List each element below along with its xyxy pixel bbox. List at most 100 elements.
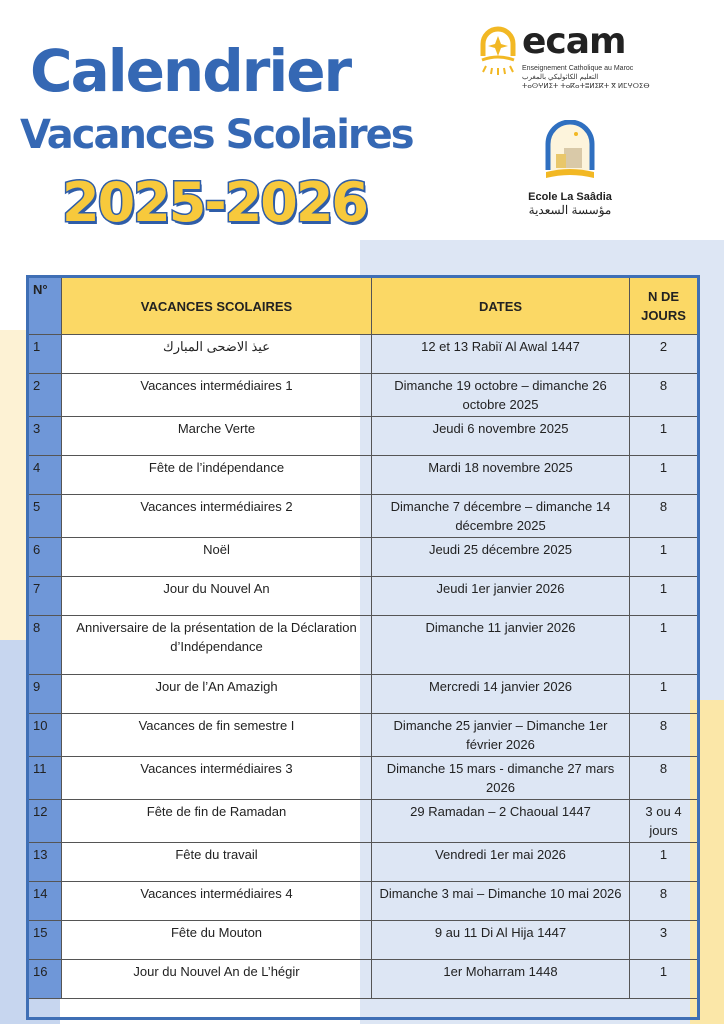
table-row: 4 Fête de l’indépendance Mardi 18 novembre… xyxy=(27,455,699,495)
row-number: 6 xyxy=(27,537,62,577)
table-row: 2 Vacances intermédiaires 1 Dimanche 19 oc… xyxy=(27,373,699,417)
holiday-days: 8 xyxy=(629,756,699,800)
row-number: 14 xyxy=(27,881,62,921)
row-number: 11 xyxy=(27,756,62,800)
holiday-dates: Jeudi 1er janvier 2026 xyxy=(371,576,630,616)
table-row: 16 Jour du Nouvel An de L’hégir 1er Moharr… xyxy=(27,959,699,999)
table-row: 8 Anniversaire de la présentation de la D… xyxy=(27,615,699,675)
holiday-name: Jour du Nouvel An xyxy=(61,576,372,616)
holiday-dates: Dimanche 11 janvier 2026 xyxy=(371,615,630,675)
school-name: Ecole La Saâdia xyxy=(528,191,612,203)
holiday-name: Jour du Nouvel An de L’hégir xyxy=(61,959,372,999)
row-number: 5 xyxy=(27,494,62,538)
holiday-dates: Mercredi 14 janvier 2026 xyxy=(371,674,630,714)
school-name-arabic: مؤسسة السعدية xyxy=(528,203,612,217)
school-logo: Ecole La Saâdia مؤسسة السعدية xyxy=(510,119,630,217)
header-number: N° xyxy=(27,276,62,335)
table-row: 1 عيذ الاضحى المبارك 12 et 13 Rabiï Al Awa… xyxy=(27,334,699,374)
holiday-days: 3 ou 4 jours xyxy=(629,799,699,843)
table-header-row: N° VACANCES SCOLAIRES DATES N DE JOURS xyxy=(27,276,699,335)
holiday-name: Fête du Mouton xyxy=(61,920,372,960)
row-number: 1 xyxy=(27,334,62,374)
holiday-name: Vacances intermédiaires 3 xyxy=(61,756,372,800)
holiday-dates: 1er Moharram 1448 xyxy=(371,959,630,999)
holiday-name: Vacances intermédiaires 2 xyxy=(61,494,372,538)
holiday-dates: Dimanche 25 janvier – Dimanche 1er févri… xyxy=(371,713,630,757)
table-row: 9 Jour de l’An Amazigh Mercredi 14 janvier… xyxy=(27,674,699,714)
holiday-name: Marche Verte xyxy=(61,416,372,456)
row-number: 7 xyxy=(27,576,62,616)
holiday-days: 8 xyxy=(629,373,699,417)
holiday-dates: Jeudi 25 décembre 2025 xyxy=(371,537,630,577)
table-row: 11 Vacances intermédiaires 3 Dimanche 15 m… xyxy=(27,756,699,800)
holiday-name: Vacances intermédiaires 1 xyxy=(61,373,372,417)
holiday-dates: 29 Ramadan – 2 Chaoual 1447 xyxy=(371,799,630,843)
holiday-days: 8 xyxy=(629,881,699,921)
ecam-tagline-fr: Enseignement Catholique au Maroc xyxy=(522,65,634,72)
holiday-days: 1 xyxy=(629,959,699,999)
table-row: 10 Vacances de fin semestre I Dimanche 25 … xyxy=(27,713,699,757)
row-number: 8 xyxy=(27,615,62,675)
holiday-dates: Mardi 18 novembre 2025 xyxy=(371,455,630,495)
holiday-name: Vacances de fin semestre I xyxy=(61,713,372,757)
table-footer-space xyxy=(28,999,699,1019)
holiday-dates: Dimanche 15 mars - dimanche 27 mars 2026 xyxy=(371,756,630,800)
header-holiday: VACANCES SCOLAIRES xyxy=(61,276,372,335)
title-year: 2025-2026 xyxy=(61,170,371,235)
title-line2: Vacances Scolaires xyxy=(20,112,415,158)
holiday-dates: Dimanche 3 mai – Dimanche 10 mai 2026 xyxy=(371,881,630,921)
row-number: 3 xyxy=(27,416,62,456)
table-row: 14 Vacances intermédiaires 4 Dimanche 3 ma… xyxy=(27,881,699,921)
holiday-name: Fête du travail xyxy=(61,842,372,882)
holiday-days: 1 xyxy=(629,416,699,456)
holiday-name: Anniversaire de la présentation de la Dé… xyxy=(61,615,372,675)
holiday-days: 1 xyxy=(629,842,699,882)
row-number: 13 xyxy=(27,842,62,882)
row-number: 10 xyxy=(27,713,62,757)
table-row: 15 Fête du Mouton 9 au 11 Di Al Hija 1447 3 xyxy=(27,920,699,960)
holiday-dates: Jeudi 6 novembre 2025 xyxy=(371,416,630,456)
title-line1: Calendrier xyxy=(30,37,352,105)
holiday-dates: Dimanche 19 octobre – dimanche 26 octobr… xyxy=(371,373,630,417)
row-number: 9 xyxy=(27,674,62,714)
ecam-tagline-ar: التعليم الكاثوليكي بالمغرب xyxy=(522,74,599,81)
table-row: 6 Noël Jeudi 25 décembre 2025 1 xyxy=(27,537,699,577)
holiday-name: Fête de l’indépendance xyxy=(61,455,372,495)
row-number: 12 xyxy=(27,799,62,843)
holiday-days: 1 xyxy=(629,537,699,577)
holiday-name: عيذ الاضحى المبارك xyxy=(61,334,372,374)
holidays-table: N° VACANCES SCOLAIRES DATES N DE JOURS 1… xyxy=(26,275,700,1020)
ecam-sun-book-icon xyxy=(480,26,516,75)
school-arch-icon xyxy=(545,119,595,178)
holiday-name: Vacances intermédiaires 4 xyxy=(61,881,372,921)
table-row: 5 Vacances intermédiaires 2 Dimanche 7 déc… xyxy=(27,494,699,538)
holiday-dates: 12 et 13 Rabiï Al Awal 1447 xyxy=(371,334,630,374)
header-dates: DATES xyxy=(371,276,630,335)
row-number: 15 xyxy=(27,920,62,960)
row-number: 16 xyxy=(27,959,62,999)
row-number: 2 xyxy=(27,373,62,417)
empty-cell xyxy=(28,999,699,1019)
holiday-name: Fête de fin de Ramadan xyxy=(61,799,372,843)
row-number: 4 xyxy=(27,455,62,495)
ecam-wordmark: ecam xyxy=(522,21,627,62)
holiday-dates: 9 au 11 Di Al Hija 1447 xyxy=(371,920,630,960)
ecam-tagline: Enseignement Catholique au Maroc التعليم… xyxy=(522,64,650,91)
holiday-days: 1 xyxy=(629,615,699,675)
holiday-days: 8 xyxy=(629,713,699,757)
bg-yellow-left xyxy=(0,330,30,650)
holiday-days: 3 xyxy=(629,920,699,960)
holiday-dates: Vendredi 1er mai 2026 xyxy=(371,842,630,882)
holiday-days: 1 xyxy=(629,455,699,495)
holiday-days: 8 xyxy=(629,494,699,538)
table-row: 12 Fête de fin de Ramadan 29 Ramadan – 2 C… xyxy=(27,799,699,843)
holiday-name: Noël xyxy=(61,537,372,577)
ecam-tagline-tifinagh: ⵜⴰⵙⵖⵍⵉⵜ ⵜⴰⴽⴰⵜⵓⵍⵉⴽⵜ ⴳ ⵍⵎⵖⵔⵉⴱ xyxy=(522,83,650,90)
holiday-dates: Dimanche 7 décembre – dimanche 14 décemb… xyxy=(371,494,630,538)
holiday-days: 2 xyxy=(629,334,699,374)
header-days: N DE JOURS xyxy=(629,276,699,335)
holiday-days: 1 xyxy=(629,576,699,616)
table-row: 7 Jour du Nouvel An Jeudi 1er janvier 2026… xyxy=(27,576,699,616)
table-row: 3 Marche Verte Jeudi 6 novembre 2025 1 xyxy=(27,416,699,456)
holiday-days: 1 xyxy=(629,674,699,714)
